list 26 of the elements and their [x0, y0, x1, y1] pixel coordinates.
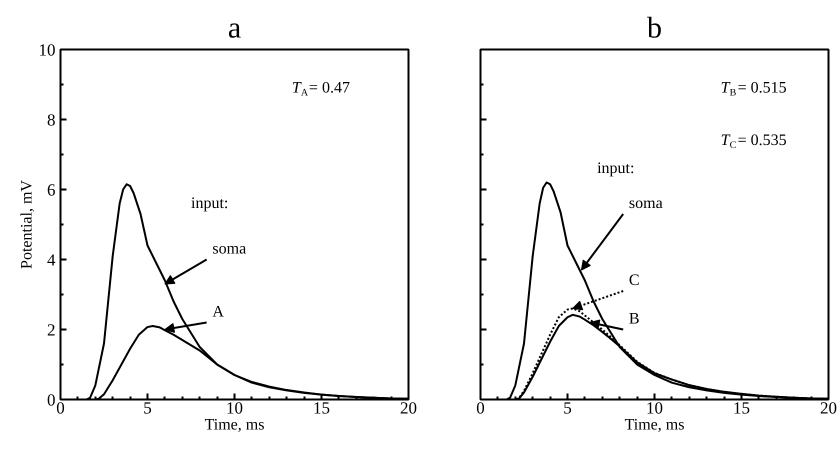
chart-title: b: [647, 12, 662, 44]
x-tick-label: 5: [563, 398, 572, 418]
x-tick-label: 10: [646, 398, 663, 418]
annotation: soma: [212, 240, 246, 258]
chart-title: a: [228, 12, 242, 44]
annotation: input:: [191, 195, 228, 212]
y-tick-label: 10: [38, 40, 56, 60]
annotation: C: [628, 272, 640, 289]
x-tick-label: 20: [820, 398, 837, 418]
y-tick-label: 4: [47, 250, 56, 270]
x-tick-label: 15: [313, 398, 330, 418]
x-tick-label: 20: [400, 398, 417, 418]
annotation: soma: [628, 195, 663, 212]
y-tick-label: 2: [47, 320, 56, 340]
x-axis-title: Time, ms: [204, 416, 264, 434]
x-axis-title: Time, ms: [624, 416, 684, 434]
annotation: A: [212, 304, 224, 320]
x-tick-label: 10: [226, 398, 243, 418]
annotation: B: [628, 310, 640, 328]
x-tick-label: 0: [476, 398, 485, 418]
y-axis-title: Potential, mV: [18, 180, 36, 269]
x-tick-label: 15: [733, 398, 750, 418]
x-tick-label: 5: [143, 398, 152, 418]
y-tick-label: 8: [47, 110, 56, 130]
annotation: input:: [597, 160, 634, 177]
y-tick-label: 6: [47, 180, 56, 200]
